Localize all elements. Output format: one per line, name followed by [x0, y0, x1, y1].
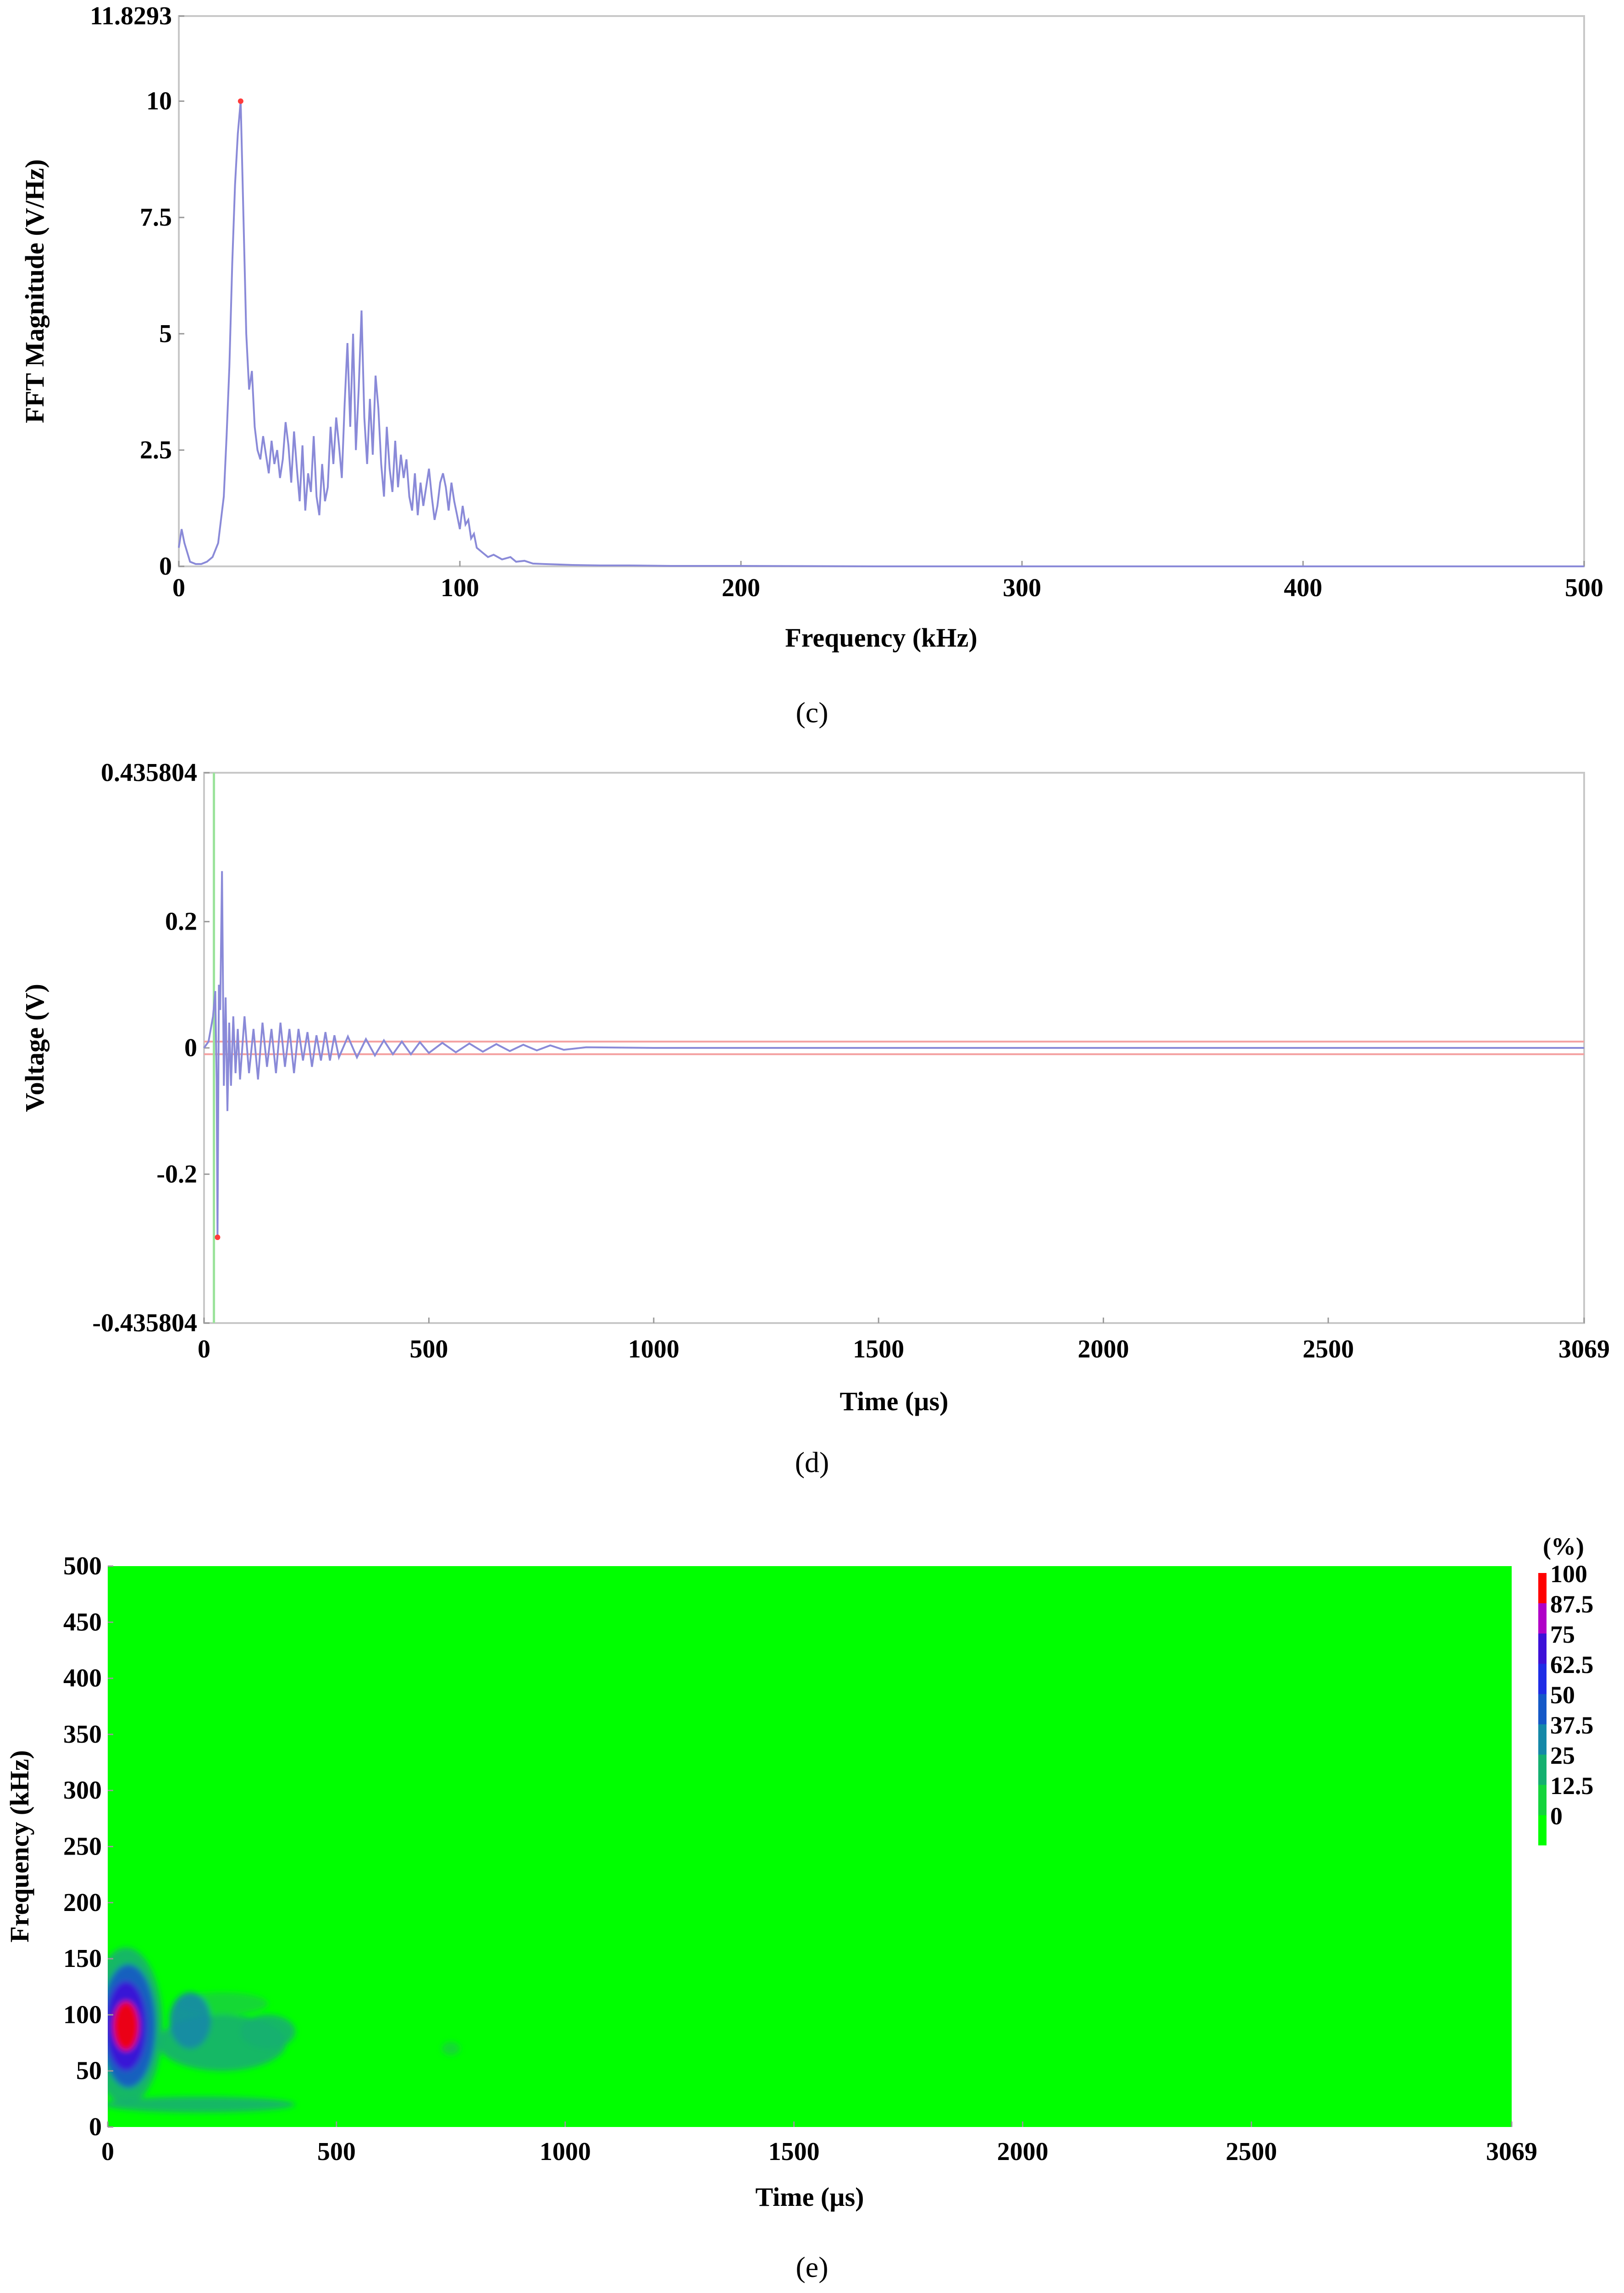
chart-d-y-tick-label: -0.435804 — [92, 1309, 197, 1337]
chart-c-x-tick-label: 300 — [1003, 574, 1041, 602]
chart-c-y-axis-label: FFT Magnitude (V/Hz) — [20, 159, 50, 423]
chart-e-colorbar-segment — [1538, 1755, 1547, 1785]
chart-e-colorbar-segment — [1538, 1785, 1547, 1815]
chart-d-min-marker — [215, 1235, 221, 1241]
chart-d-x-tick-label: 3069 — [1558, 1335, 1610, 1363]
chart-e-y-tick-label: 100 — [63, 2000, 102, 2029]
chart-c-spectrum-line — [178, 101, 1584, 567]
chart-e-colorbar-segment — [1538, 1664, 1547, 1694]
chart-c-peak-marker — [238, 98, 243, 104]
chart-e-panel-label: (e) — [795, 2251, 828, 2283]
chart-c-x-tick-label: 100 — [441, 574, 479, 602]
chart-e-y-tick-label: 450 — [63, 1608, 102, 1636]
chart-e-y-tick-label: 200 — [63, 1889, 102, 1917]
chart-e-colorbar-tick-label: 37.5 — [1550, 1711, 1594, 1739]
chart-d: -0.435804 -0.2 0 0.2 0.435804 0 500 1000 1500 20… — [20, 759, 1610, 1479]
chart-c-plot-area — [178, 15, 1585, 567]
chart-e-x-axis-label: Time (µs) — [756, 2182, 864, 2212]
chart-e-colorbar-segment — [1538, 1694, 1547, 1724]
chart-c-y-tick-label: 7.5 — [140, 203, 172, 232]
chart-e-colorbar-segment — [1538, 1724, 1547, 1755]
chart-e-y-tick-label: 500 — [63, 1552, 102, 1580]
chart-d-x-tick-label: 1000 — [628, 1335, 679, 1363]
chart-e-x-tick-label: 3069 — [1486, 2138, 1537, 2166]
chart-e-colorbar-segment — [1538, 1573, 1547, 1603]
chart-d-x-tick-label: 2000 — [1078, 1335, 1129, 1363]
chart-d-panel-label: (d) — [795, 1446, 829, 1479]
chart-e-x-axis-ticks: 0 500 1000 1500 2000 2500 3069 — [101, 2121, 1537, 2166]
chart-d-y-axis-ticks: -0.435804 -0.2 0 0.2 0.435804 — [92, 759, 210, 1337]
chart-d-x-axis-ticks: 0 500 1000 1500 2000 2500 3069 — [198, 1318, 1610, 1363]
chart-d-x-tick-label: 2500 — [1303, 1335, 1354, 1363]
chart-e-heatmap-features — [108, 1947, 460, 2113]
chart-e-y-tick-label: 150 — [63, 1944, 102, 1973]
chart-e-colorbar-segment — [1538, 1603, 1547, 1634]
chart-d-y-tick-label: 0.435804 — [101, 759, 197, 787]
chart-e-x-tick-label: 1500 — [768, 2138, 820, 2166]
chart-c-x-tick-label: 400 — [1284, 574, 1322, 602]
chart-c-y-axis-ticks: 0 2.5 5 7.5 10 11.8293 — [90, 2, 184, 581]
chart-e-colorbar-segments — [1538, 1573, 1547, 1845]
chart-e-x-tick-label: 2000 — [997, 2138, 1048, 2166]
chart-d-x-tick-label: 1500 — [853, 1335, 904, 1363]
chart-e-colorbar-tick-label: 25 — [1550, 1742, 1575, 1769]
chart-c-y-tick-label: 0 — [159, 552, 172, 581]
chart-d-y-tick-label: -0.2 — [156, 1160, 197, 1188]
chart-e-y-axis-ticks: 0 50 100 150 200 250 300 350 400 450 500 — [63, 1552, 113, 2141]
chart-c-x-tick-label: 500 — [1565, 574, 1603, 602]
chart-e-y-tick-label: 300 — [63, 1776, 102, 1805]
chart-c-y-tick-label: 5 — [159, 320, 172, 348]
chart-e-intensity-blob — [108, 2096, 296, 2113]
chart-e-x-tick-label: 1000 — [540, 2138, 591, 2166]
chart-e-y-tick-label: 50 — [76, 2057, 102, 2085]
chart-c-y-tick-label: 10 — [146, 87, 172, 116]
chart-c-x-axis-ticks: 0 100 200 300 400 500 — [172, 561, 1603, 602]
chart-e-colorbar-segment — [1538, 1634, 1547, 1664]
chart-d-x-tick-label: 500 — [409, 1335, 448, 1363]
chart-e-y-tick-label: 350 — [63, 1720, 102, 1749]
chart-d-y-axis-label: Voltage (V) — [20, 984, 50, 1112]
chart-e-colorbar-tick-label: 87.5 — [1550, 1590, 1594, 1618]
chart-c-panel-label: (c) — [795, 696, 828, 729]
chart-c-x-tick-label: 0 — [172, 574, 185, 602]
chart-e-intensity-blob — [442, 2042, 460, 2055]
chart-e-colorbar-title: (%) — [1543, 1533, 1584, 1560]
chart-c-x-tick-label: 200 — [722, 574, 760, 602]
chart-e-colorbar-tick-label: 50 — [1550, 1681, 1575, 1709]
chart-e-x-tick-label: 2500 — [1226, 2138, 1277, 2166]
chart-d-waveform-line — [203, 871, 1584, 1238]
chart-c: 0 2.5 5 7.5 10 11.8293 0 100 200 300 400 500 Frequ… — [20, 2, 1603, 729]
chart-e-intensity-blob — [169, 1992, 211, 2049]
chart-e-colorbar-tick-label: 100 — [1550, 1560, 1587, 1588]
chart-e-y-tick-label: 400 — [63, 1664, 102, 1693]
chart-e-x-tick-label: 0 — [101, 2138, 114, 2166]
chart-e-y-tick-label: 250 — [63, 1833, 102, 1861]
chart-e-y-tick-label: 0 — [89, 2113, 102, 2141]
chart-e-colorbar-tick-label: 0 — [1550, 1802, 1563, 1830]
chart-d-threshold-lines — [204, 1041, 1584, 1055]
chart-e-colorbar-tick-label: 75 — [1550, 1621, 1575, 1648]
chart-e-intensity-blob — [113, 2001, 139, 2051]
chart-c-y-tick-label: 2.5 — [140, 436, 172, 464]
chart-e-colorbar-tick-label: 62.5 — [1550, 1651, 1594, 1678]
chart-d-x-axis-label: Time (µs) — [840, 1386, 949, 1416]
chart-c-y-tick-label: 11.8293 — [90, 2, 172, 30]
chart-d-y-tick-label: 0 — [184, 1034, 197, 1062]
chart-c-x-axis-label: Frequency (kHz) — [785, 623, 977, 653]
chart-e-intensity-blob — [240, 2015, 296, 2049]
chart-d-x-tick-label: 0 — [198, 1335, 210, 1363]
chart-e-y-axis-label: Frequency (kHz) — [5, 1750, 34, 1942]
chart-e-x-tick-label: 500 — [317, 2138, 356, 2166]
chart-d-y-tick-label: 0.2 — [165, 908, 197, 936]
chart-e-colorbar-segment — [1538, 1815, 1547, 1845]
chart-e-colorbar-tick-label: 12.5 — [1550, 1772, 1594, 1800]
chart-e-plot-area — [108, 1566, 1512, 2127]
